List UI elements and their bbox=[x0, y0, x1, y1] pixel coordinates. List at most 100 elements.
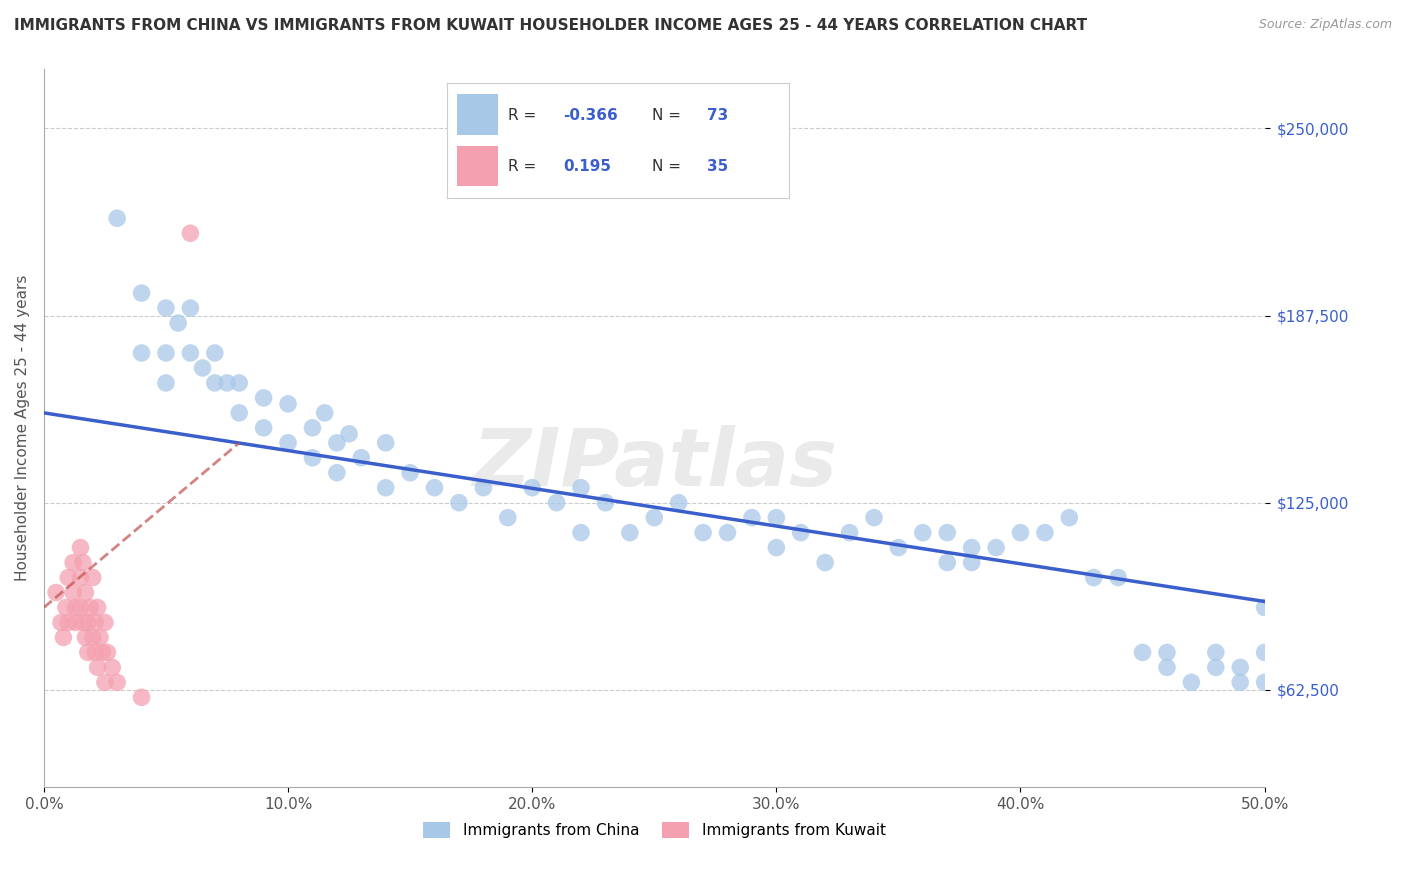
Point bbox=[75, 585, 97, 599]
Point bbox=[204, 346, 226, 360]
Point bbox=[496, 510, 519, 524]
Legend: Immigrants from China, Immigrants from Kuwait: Immigrants from China, Immigrants from K… bbox=[416, 816, 891, 844]
Point bbox=[716, 525, 738, 540]
Point bbox=[49, 615, 72, 630]
Point bbox=[765, 541, 787, 555]
Point bbox=[131, 690, 153, 705]
Point bbox=[595, 496, 617, 510]
Point bbox=[167, 316, 190, 330]
Point bbox=[1253, 600, 1275, 615]
Point bbox=[838, 525, 860, 540]
Point bbox=[522, 481, 544, 495]
Point bbox=[643, 510, 665, 524]
Point bbox=[155, 301, 177, 315]
Point bbox=[91, 645, 114, 659]
Point bbox=[179, 226, 201, 240]
Text: Source: ZipAtlas.com: Source: ZipAtlas.com bbox=[1258, 18, 1392, 31]
Point bbox=[94, 615, 117, 630]
Point bbox=[277, 397, 299, 411]
Point bbox=[1132, 645, 1154, 659]
Point bbox=[1180, 675, 1202, 690]
Point bbox=[86, 660, 108, 674]
Point bbox=[62, 585, 84, 599]
Point bbox=[252, 421, 274, 435]
Point bbox=[1229, 675, 1251, 690]
Point bbox=[1107, 570, 1129, 584]
Point bbox=[191, 360, 214, 375]
Point bbox=[960, 541, 983, 555]
Point bbox=[65, 600, 87, 615]
Point bbox=[765, 510, 787, 524]
Point bbox=[301, 421, 323, 435]
Point bbox=[546, 496, 568, 510]
Point bbox=[101, 660, 124, 674]
Point bbox=[228, 406, 250, 420]
Point bbox=[131, 346, 153, 360]
Point bbox=[399, 466, 422, 480]
Point bbox=[447, 496, 470, 510]
Point bbox=[1156, 660, 1178, 674]
Point bbox=[69, 600, 91, 615]
Point bbox=[72, 615, 94, 630]
Text: IMMIGRANTS FROM CHINA VS IMMIGRANTS FROM KUWAIT HOUSEHOLDER INCOME AGES 25 - 44 : IMMIGRANTS FROM CHINA VS IMMIGRANTS FROM… bbox=[14, 18, 1087, 33]
Point bbox=[936, 525, 959, 540]
Point bbox=[1083, 570, 1105, 584]
Point bbox=[741, 510, 763, 524]
Point bbox=[105, 675, 128, 690]
Point bbox=[84, 615, 107, 630]
Point bbox=[82, 631, 104, 645]
Point bbox=[79, 600, 101, 615]
Point bbox=[105, 211, 128, 226]
Point bbox=[692, 525, 714, 540]
Point bbox=[75, 631, 97, 645]
Point bbox=[1156, 645, 1178, 659]
Point bbox=[179, 301, 201, 315]
Point bbox=[1033, 525, 1056, 540]
Point bbox=[936, 556, 959, 570]
Point bbox=[131, 286, 153, 301]
Point bbox=[960, 556, 983, 570]
Point bbox=[72, 556, 94, 570]
Point bbox=[326, 466, 349, 480]
Text: ZIPatlas: ZIPatlas bbox=[472, 425, 837, 503]
Point bbox=[55, 600, 77, 615]
Point bbox=[1010, 525, 1032, 540]
Point bbox=[52, 631, 75, 645]
Point bbox=[911, 525, 934, 540]
Point bbox=[96, 645, 118, 659]
Point bbox=[1253, 675, 1275, 690]
Point bbox=[86, 600, 108, 615]
Point bbox=[252, 391, 274, 405]
Y-axis label: Householder Income Ages 25 - 44 years: Householder Income Ages 25 - 44 years bbox=[15, 275, 30, 581]
Point bbox=[94, 675, 117, 690]
Point bbox=[82, 570, 104, 584]
Point bbox=[374, 481, 396, 495]
Point bbox=[619, 525, 641, 540]
Point bbox=[423, 481, 446, 495]
Point bbox=[1253, 645, 1275, 659]
Point bbox=[62, 556, 84, 570]
Point bbox=[84, 645, 107, 659]
Point bbox=[1059, 510, 1081, 524]
Point bbox=[301, 450, 323, 465]
Point bbox=[277, 435, 299, 450]
Point bbox=[1205, 645, 1227, 659]
Point bbox=[569, 525, 592, 540]
Point bbox=[314, 406, 336, 420]
Point bbox=[58, 615, 80, 630]
Point bbox=[790, 525, 813, 540]
Point bbox=[863, 510, 886, 524]
Point bbox=[65, 615, 87, 630]
Point bbox=[814, 556, 837, 570]
Point bbox=[45, 585, 67, 599]
Point bbox=[1229, 660, 1251, 674]
Point bbox=[350, 450, 373, 465]
Point bbox=[76, 645, 98, 659]
Point bbox=[204, 376, 226, 390]
Point bbox=[76, 615, 98, 630]
Point bbox=[69, 570, 91, 584]
Point bbox=[58, 570, 80, 584]
Point bbox=[374, 435, 396, 450]
Point bbox=[155, 376, 177, 390]
Point bbox=[337, 426, 360, 441]
